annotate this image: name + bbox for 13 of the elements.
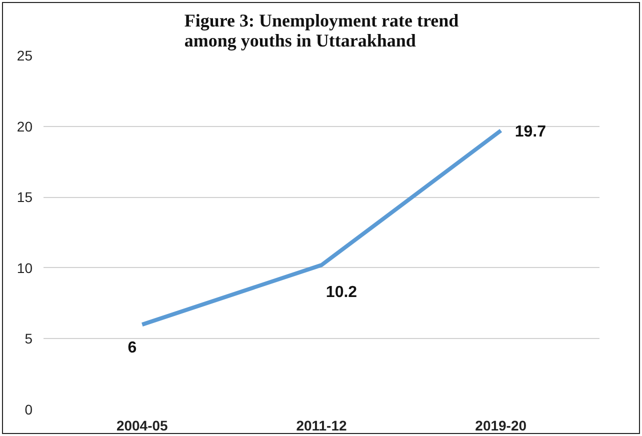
- y-tick-label: 0: [24, 402, 33, 418]
- x-tick-label: 2019-20: [475, 418, 527, 434]
- y-tick-label: 25: [16, 48, 33, 64]
- chart-title: Figure 3: Unemployment rate trend among youths in Uttarakhand: [184, 10, 459, 50]
- data-label: 6: [128, 340, 137, 357]
- data-label: 10.2: [326, 284, 358, 302]
- x-tick-label: 2011-12: [296, 418, 348, 434]
- x-tick-label: 2004-05: [116, 418, 168, 434]
- y-tick-label: 10: [16, 260, 33, 276]
- data-label: 19.7: [514, 124, 546, 141]
- y-tick-label: 15: [16, 189, 33, 206]
- y-tick-label: 20: [16, 118, 33, 134]
- y-tick-label: 5: [24, 330, 33, 347]
